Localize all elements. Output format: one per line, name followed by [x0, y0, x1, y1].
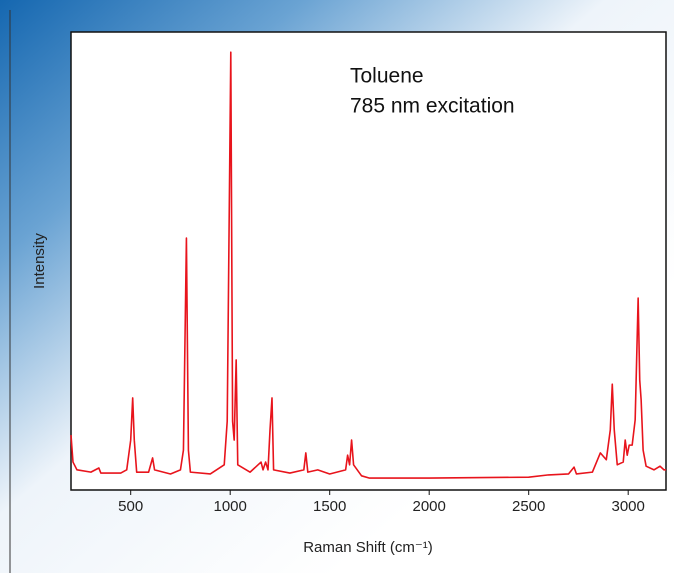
x-axis-label: Raman Shift (cm⁻¹)	[303, 539, 433, 556]
annotation: 785 nm excitation	[350, 95, 515, 118]
x-tick-label: 1500	[313, 498, 346, 515]
annotation: Toluene	[350, 65, 424, 88]
x-tick-label: 1000	[214, 498, 247, 515]
plot-area	[70, 31, 667, 491]
y-axis-label: Intensity	[31, 233, 48, 289]
x-tick-label: 3000	[612, 498, 645, 515]
x-tick-label: 2000	[413, 498, 446, 515]
x-tick-label: 2500	[512, 498, 545, 515]
spectrum-line	[70, 51, 666, 479]
x-tick-label: 500	[118, 498, 143, 515]
